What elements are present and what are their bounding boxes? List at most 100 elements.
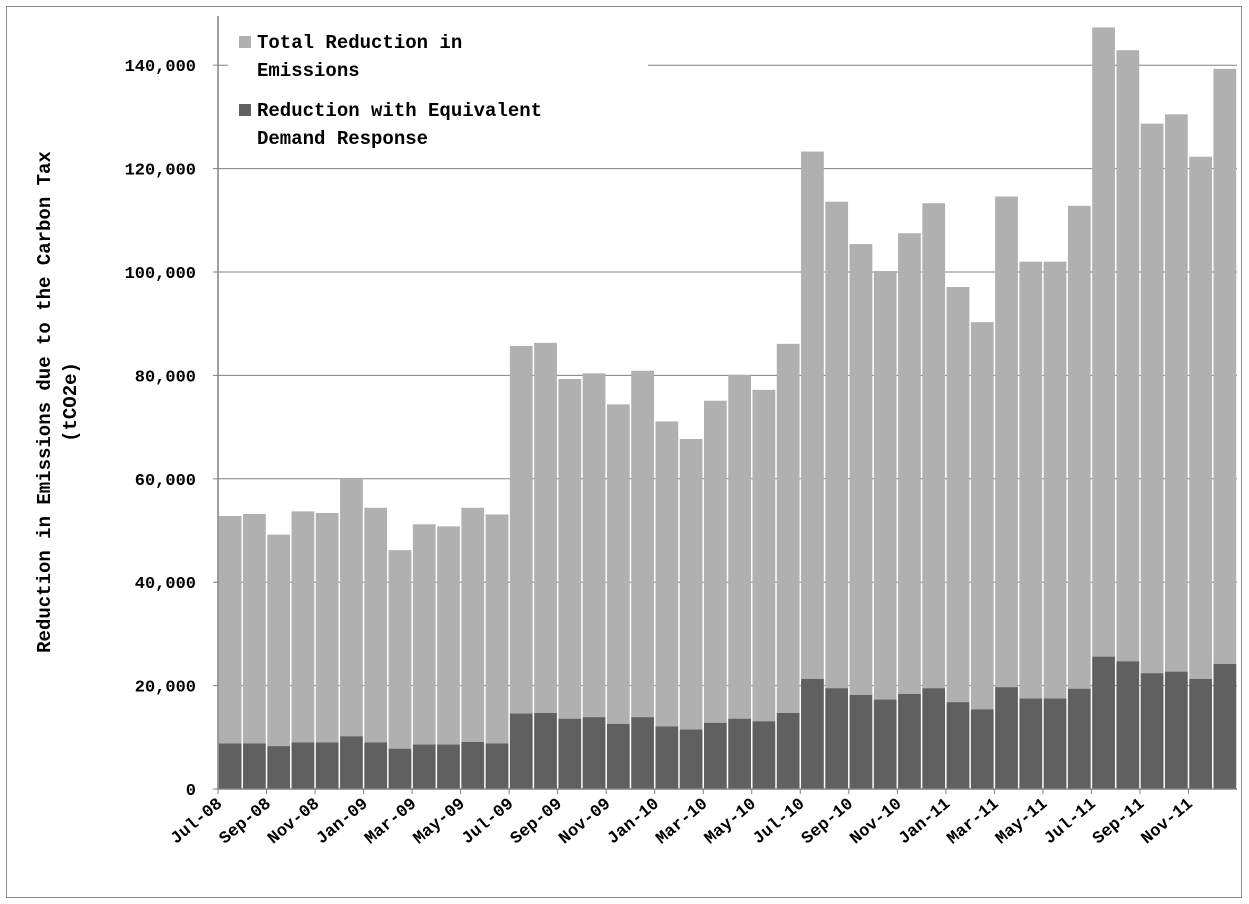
x-tick-label: Mar-11 (944, 795, 1003, 849)
bar-total-reduction (849, 244, 873, 695)
bar-total-reduction (922, 203, 946, 689)
gridlines (218, 64, 1237, 687)
bar-total-reduction (631, 370, 654, 718)
bar-demand-response (752, 721, 776, 789)
bar-total-reduction (825, 201, 849, 689)
bar-demand-response (1019, 698, 1043, 789)
bar-total-reduction (679, 438, 703, 730)
bar-total-reduction (970, 322, 994, 710)
bar-total-reduction (461, 507, 485, 742)
bar-demand-response (776, 713, 800, 789)
bar-demand-response (267, 746, 291, 789)
bar-demand-response (1043, 698, 1067, 789)
x-tick-label: Jan-11 (896, 795, 955, 849)
bar-total-reduction (898, 233, 921, 694)
bar-demand-response (364, 742, 388, 789)
y-tick-label: 120,000 (125, 162, 196, 181)
bar-demand-response (970, 709, 994, 789)
bar-total-reduction (364, 507, 388, 743)
y-axis-title-line2: (tCO2e) (60, 362, 82, 442)
bars (218, 27, 1237, 789)
bar-total-reduction (606, 404, 630, 724)
bar-total-reduction (1140, 123, 1164, 674)
bar-demand-response (340, 736, 363, 789)
bar-demand-response (1189, 678, 1212, 789)
bar-total-reduction (1164, 114, 1188, 672)
bar-total-reduction (485, 514, 509, 744)
bar-total-reduction (243, 513, 266, 744)
bar-total-reduction (946, 286, 970, 703)
bar-demand-response (485, 743, 509, 789)
bar-demand-response (1092, 656, 1115, 789)
y-tick-label: 40,000 (135, 575, 196, 594)
y-tick-label: 0 (186, 782, 196, 801)
bar-total-reduction (437, 526, 460, 745)
x-tick-label: Jan-10 (604, 795, 663, 849)
x-tick-label: Jul-11 (1041, 795, 1100, 849)
bar-total-reduction (218, 516, 242, 744)
bar-demand-response (946, 702, 970, 789)
bar-total-reduction (801, 151, 824, 679)
bar-demand-response (1067, 688, 1091, 789)
bar-total-reduction (315, 512, 339, 743)
x-tick-label: Sep-08 (216, 795, 275, 849)
x-tick-label: May-11 (993, 795, 1052, 849)
bar-total-reduction (1116, 50, 1140, 662)
bar-total-reduction (340, 478, 363, 737)
x-tick-label: Sep-11 (1090, 795, 1149, 849)
bar-demand-response (1164, 671, 1188, 789)
bar-total-reduction (752, 389, 776, 722)
x-tick-label: Mar-10 (653, 795, 712, 849)
y-axis-title: Reduction in Emissions due to the Carbon… (34, 151, 82, 653)
bar-demand-response (1140, 673, 1164, 789)
x-tick-label: Nov-11 (1138, 795, 1197, 849)
bar-demand-response (703, 722, 727, 789)
bar-demand-response (655, 726, 679, 789)
axes (217, 16, 1237, 790)
bar-demand-response (922, 688, 946, 789)
bar-demand-response (631, 717, 654, 789)
y-tick-label: 20,000 (135, 679, 196, 698)
x-tick-label: Jul-09 (459, 795, 518, 849)
legend-swatch-total (239, 36, 251, 48)
bar-total-reduction (412, 524, 436, 745)
bar-total-reduction (534, 342, 557, 714)
bar-demand-response (995, 687, 1018, 789)
x-tick-label: Nov-09 (556, 795, 615, 849)
bar-total-reduction (776, 343, 800, 714)
bar-total-reduction (1067, 205, 1091, 689)
bar-demand-response (558, 718, 582, 789)
x-tick-label: Sep-10 (799, 795, 858, 849)
y-tick-label: 100,000 (125, 265, 196, 284)
x-tick-label: Jul-08 (168, 795, 227, 849)
x-tick-label: May-10 (702, 795, 761, 849)
bar-total-reduction (655, 421, 679, 727)
x-tick-label: Jan-09 (313, 795, 372, 849)
legend: Total Reduction in Emissions Reduction w… (228, 22, 648, 162)
legend-label-total-line1: Total Reduction in (257, 32, 462, 54)
bar-total-reduction (267, 534, 291, 747)
bar-demand-response (534, 713, 557, 789)
bar-demand-response (412, 744, 436, 789)
bar-demand-response (291, 742, 315, 789)
bar-demand-response (509, 713, 533, 789)
bar-total-reduction (873, 270, 897, 700)
bar-demand-response (801, 678, 824, 789)
x-tick-label: May-09 (410, 795, 469, 849)
bar-demand-response (898, 693, 921, 789)
x-tick-labels: Jul-08Sep-08Nov-08Jan-09Mar-09May-09Jul-… (168, 789, 1197, 849)
x-tick-label: Nov-08 (265, 795, 324, 849)
bar-demand-response (218, 743, 242, 789)
bar-demand-response (728, 718, 752, 789)
legend-bg (228, 22, 648, 162)
legend-label-total-line2: Emissions (257, 60, 360, 82)
bar-demand-response (679, 729, 703, 789)
x-tick-label: Mar-09 (362, 795, 421, 849)
bar-total-reduction (582, 373, 606, 718)
bar-total-reduction (1189, 156, 1212, 679)
legend-label-demand-line1: Reduction with Equivalent (257, 100, 542, 122)
bar-demand-response (825, 688, 849, 789)
bar-total-reduction (703, 400, 727, 723)
bar-demand-response (437, 744, 460, 789)
